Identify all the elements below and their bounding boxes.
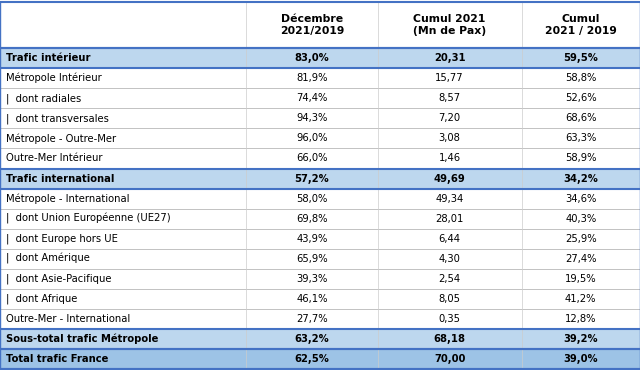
Bar (0, 108, 640, 128)
Text: 0,35: 0,35 (438, 314, 461, 324)
Text: 1,46: 1,46 (438, 154, 461, 164)
Text: 2,54: 2,54 (438, 274, 461, 284)
Bar (0, 229, 640, 249)
Text: Métropole - Outre-Mer: Métropole - Outre-Mer (6, 133, 116, 144)
Text: 40,3%: 40,3% (565, 214, 596, 224)
Text: 6,44: 6,44 (438, 234, 461, 244)
Text: 4,30: 4,30 (438, 254, 461, 264)
Text: 3,08: 3,08 (438, 134, 461, 144)
Bar (0, 269, 640, 289)
Text: 96,0%: 96,0% (296, 134, 328, 144)
Text: Décembre
2021/2019: Décembre 2021/2019 (280, 14, 344, 36)
Text: Sous-total trafic Métropole: Sous-total trafic Métropole (6, 334, 159, 344)
Text: 39,2%: 39,2% (563, 334, 598, 344)
Text: 46,1%: 46,1% (296, 294, 328, 304)
Text: 58,8%: 58,8% (565, 73, 596, 83)
Bar (0, 128, 640, 148)
Text: 69,8%: 69,8% (296, 214, 328, 224)
Text: Cumul
2021 / 2019: Cumul 2021 / 2019 (545, 14, 617, 36)
Text: |  dont Asie-Pacifique: | dont Asie-Pacifique (6, 274, 112, 284)
Text: Métropole - International: Métropole - International (6, 194, 130, 204)
Text: 19,5%: 19,5% (565, 274, 596, 284)
Text: 94,3%: 94,3% (296, 113, 328, 123)
Text: 58,0%: 58,0% (296, 194, 328, 204)
Text: 68,6%: 68,6% (565, 113, 596, 123)
Text: 25,9%: 25,9% (565, 234, 596, 244)
Text: 34,2%: 34,2% (563, 174, 598, 184)
Bar (0, 189, 640, 209)
Text: 27,4%: 27,4% (565, 254, 596, 264)
Text: 70,00: 70,00 (434, 354, 465, 364)
Text: 58,9%: 58,9% (565, 154, 596, 164)
Text: 39,3%: 39,3% (296, 274, 328, 284)
Text: 39,0%: 39,0% (563, 354, 598, 364)
Text: 20,31: 20,31 (434, 53, 465, 63)
Bar (0, 349, 640, 369)
Text: 15,77: 15,77 (435, 73, 464, 83)
Text: 74,4%: 74,4% (296, 93, 328, 103)
Bar (0, 148, 640, 169)
Text: |  dont Afrique: | dont Afrique (6, 294, 78, 304)
Text: Cumul 2021
(Mn de Pax): Cumul 2021 (Mn de Pax) (413, 14, 486, 36)
Text: |  dont Europe hors UE: | dont Europe hors UE (6, 233, 118, 244)
Text: 62,5%: 62,5% (294, 354, 330, 364)
Text: 59,5%: 59,5% (563, 53, 598, 63)
Text: |  dont Union Européenne (UE27): | dont Union Européenne (UE27) (6, 213, 171, 224)
Text: 41,2%: 41,2% (565, 294, 596, 304)
Text: |  dont radiales: | dont radiales (6, 93, 82, 104)
Bar (0, 88, 640, 108)
Text: 28,01: 28,01 (435, 214, 464, 224)
Text: 49,34: 49,34 (435, 194, 464, 204)
Bar (0, 309, 640, 329)
Bar (0, 289, 640, 309)
Bar (0, 2, 640, 48)
Text: Trafic intérieur: Trafic intérieur (6, 53, 91, 63)
Text: 52,6%: 52,6% (565, 93, 596, 103)
Text: 63,2%: 63,2% (294, 334, 330, 344)
Text: 68,18: 68,18 (434, 334, 466, 344)
Text: 8,57: 8,57 (438, 93, 461, 103)
Text: 12,8%: 12,8% (565, 314, 596, 324)
Text: Métropole Intérieur: Métropole Intérieur (6, 73, 102, 84)
Bar (0, 68, 640, 88)
Text: 7,20: 7,20 (438, 113, 461, 123)
Text: 34,6%: 34,6% (565, 194, 596, 204)
Text: 83,0%: 83,0% (294, 53, 330, 63)
Bar (0, 329, 640, 349)
Text: Outre-Mer - International: Outre-Mer - International (6, 314, 131, 324)
Bar (0, 169, 640, 189)
Bar (0, 48, 640, 68)
Bar (0, 209, 640, 229)
Text: 63,3%: 63,3% (565, 134, 596, 144)
Text: 57,2%: 57,2% (294, 174, 330, 184)
Text: |  dont transversales: | dont transversales (6, 113, 109, 124)
Text: 27,7%: 27,7% (296, 314, 328, 324)
Text: 8,05: 8,05 (438, 294, 461, 304)
Bar (0, 249, 640, 269)
Text: |  dont Amérique: | dont Amérique (6, 253, 90, 264)
Text: 43,9%: 43,9% (296, 234, 328, 244)
Text: Trafic international: Trafic international (6, 174, 115, 184)
Text: 81,9%: 81,9% (296, 73, 328, 83)
Text: 49,69: 49,69 (434, 174, 465, 184)
Text: 66,0%: 66,0% (296, 154, 328, 164)
Text: Total trafic France: Total trafic France (6, 354, 109, 364)
Text: Outre-Mer Intérieur: Outre-Mer Intérieur (6, 154, 103, 164)
Text: 65,9%: 65,9% (296, 254, 328, 264)
